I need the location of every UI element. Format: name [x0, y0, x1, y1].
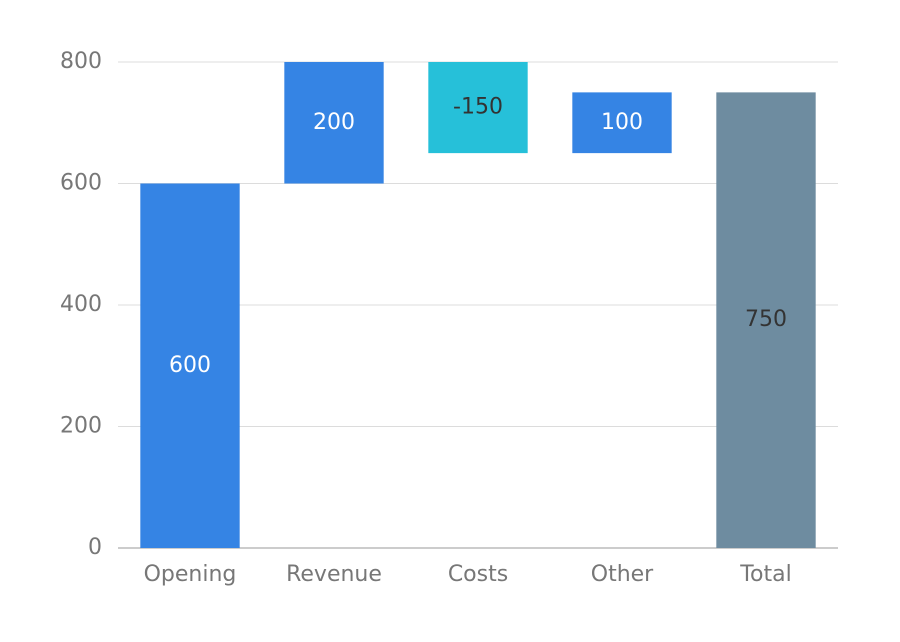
bar: [428, 62, 528, 154]
x-tick-label: Other: [591, 562, 654, 587]
y-tick-label: 200: [60, 414, 102, 439]
y-tick-label: 800: [60, 49, 102, 74]
y-tick-label: 600: [60, 171, 102, 196]
data-label: 100: [601, 110, 643, 135]
bar: [284, 62, 384, 184]
x-tick-label: Opening: [144, 562, 237, 587]
x-tick-label: Revenue: [286, 562, 382, 587]
y-tick-label: 400: [60, 292, 102, 317]
x-tick-label: Total: [739, 562, 791, 587]
bar: [140, 183, 240, 548]
bar: [716, 92, 816, 548]
data-label: -150: [453, 95, 503, 120]
bar: [572, 92, 672, 154]
data-label: 200: [313, 110, 355, 135]
data-label: 750: [745, 307, 787, 332]
x-tick-label: Costs: [448, 562, 508, 587]
y-tick-label: 0: [88, 535, 102, 560]
data-label: 600: [169, 353, 211, 378]
